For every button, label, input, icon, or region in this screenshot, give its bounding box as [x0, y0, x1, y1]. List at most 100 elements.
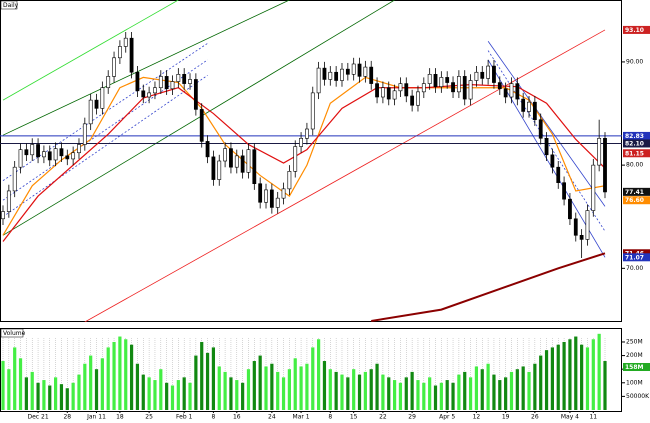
candle-body [521, 98, 526, 112]
candle-body [65, 155, 70, 160]
candle-body [229, 148, 233, 168]
volume-bar [527, 371, 531, 410]
x-tick-label: 12 [473, 414, 481, 421]
volume-bar [48, 385, 52, 410]
candle-body [36, 144, 40, 158]
price-plot [0, 0, 622, 322]
candle-body [199, 109, 204, 142]
trendline [2, 43, 208, 181]
trendline [2, 0, 395, 236]
price-frame [0, 0, 622, 322]
volume-bar [381, 374, 385, 410]
volume-bar [597, 333, 601, 410]
candle-body [158, 76, 163, 89]
candle-body [24, 149, 29, 156]
candle-body [468, 80, 473, 100]
candle-body [509, 83, 514, 98]
volume-bar [1, 361, 5, 410]
candle-body [527, 101, 531, 112]
price-tag-label: 93.10 [625, 27, 644, 34]
candle-body [275, 197, 280, 208]
volume-bar [375, 363, 379, 410]
volume-bar [217, 366, 221, 410]
volume-bar [562, 341, 566, 410]
volume-bar [322, 361, 327, 410]
candle-body [439, 77, 444, 87]
volume-bar [188, 382, 192, 410]
volume-bar [59, 384, 64, 410]
candle-body [538, 119, 543, 139]
candle-body [205, 141, 210, 158]
volume-bar [229, 377, 233, 410]
candle-body [369, 66, 374, 84]
x-tick-label: Feb 1 [176, 414, 193, 421]
volume-bar [293, 358, 297, 410]
candle-body [334, 71, 339, 81]
candle-body [147, 92, 152, 98]
price-tag [623, 196, 650, 205]
candle-body [597, 137, 602, 166]
volume-bar [410, 371, 414, 410]
volume-frame [0, 328, 622, 412]
price-tag [623, 249, 650, 258]
candle-body [562, 182, 566, 200]
candle-body [47, 151, 52, 161]
volume-bar [317, 339, 321, 410]
candle-body [381, 87, 385, 98]
candle-body [182, 74, 187, 84]
volume-bar [498, 380, 502, 410]
volume-bar [118, 336, 122, 410]
volume-bar [276, 371, 280, 410]
candle-body [568, 198, 572, 220]
candle-body [176, 74, 181, 82]
volume-bar [77, 374, 81, 410]
volume-bar [568, 339, 572, 410]
volume-bar [334, 371, 338, 410]
volume-bar [439, 382, 443, 410]
candle-body [532, 101, 537, 121]
volume-bar [509, 371, 514, 410]
y-tick-label: 70.00 [626, 265, 643, 272]
x-tick-label: 22 [379, 414, 387, 421]
price-tag [623, 149, 650, 158]
volume-bar [281, 377, 286, 410]
candle-body [258, 183, 263, 203]
trendline [2, 0, 290, 136]
x-tick-label: 18 [116, 414, 124, 421]
volume-bar [468, 377, 473, 410]
volume-bar [18, 358, 23, 410]
candle-body [328, 71, 333, 80]
candle-body [497, 82, 502, 90]
volume-title-box [0, 328, 24, 338]
volume-bar [165, 382, 169, 410]
candle-body [193, 79, 198, 110]
volume-bar [398, 382, 403, 410]
candle-body [12, 166, 17, 192]
volume-bar [211, 347, 216, 410]
x-tick-label: Apr 5 [439, 414, 455, 421]
candle-body [474, 71, 479, 81]
candle-body [42, 151, 46, 158]
price-tag [623, 253, 650, 262]
candle-body [293, 146, 298, 172]
volume-bar [65, 388, 69, 410]
volume-bar [299, 366, 303, 410]
candle-body [480, 71, 485, 79]
candle-body [94, 99, 99, 109]
price-tag-label: 76.60 [625, 197, 644, 204]
title-box [0, 0, 18, 10]
candle-body [579, 235, 584, 240]
volume-bar [504, 377, 508, 410]
volume-bar [580, 344, 584, 410]
candle-body [211, 156, 216, 180]
volume-bar [451, 382, 455, 410]
volume-bar [200, 341, 204, 410]
price-tag [623, 139, 650, 148]
trendline [2, 75, 208, 218]
volume-bar [71, 382, 75, 410]
volume-bar [457, 374, 461, 410]
price-tag [623, 25, 650, 34]
candle-body [305, 128, 309, 139]
x-tick-label: 16 [233, 414, 241, 421]
candle-body [410, 95, 415, 106]
